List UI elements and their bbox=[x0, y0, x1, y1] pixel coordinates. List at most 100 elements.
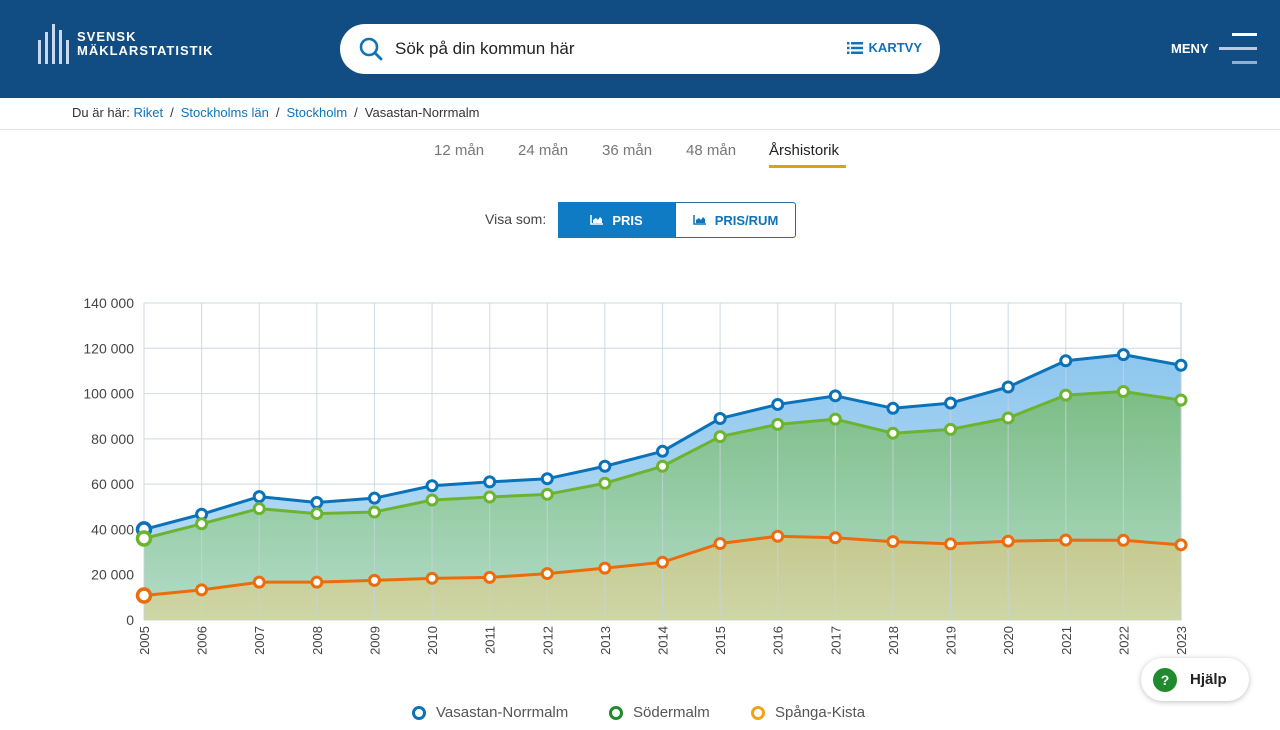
data-point-sp-nga-kista[interactable] bbox=[828, 531, 842, 545]
help-label: Hjälp bbox=[1190, 671, 1227, 688]
breadcrumb-link-kommun[interactable]: Stockholm bbox=[286, 105, 348, 120]
data-point-vasastan-norrmalm[interactable] bbox=[828, 389, 842, 403]
data-point-vasastan-norrmalm[interactable] bbox=[656, 444, 669, 458]
data-point-sp-nga-kista[interactable] bbox=[598, 561, 612, 575]
data-point-s-dermalm[interactable] bbox=[944, 422, 958, 436]
x-tick-label: 2022 bbox=[1116, 626, 1131, 655]
data-point-vasastan-norrmalm[interactable] bbox=[1174, 358, 1188, 372]
x-tick-label: 2007 bbox=[252, 626, 267, 655]
tab-arshistorik[interactable]: Årshistorik bbox=[769, 142, 840, 159]
data-point-s-dermalm[interactable] bbox=[425, 493, 439, 507]
data-point-sp-nga-kista[interactable] bbox=[367, 573, 381, 587]
data-point-vasastan-norrmalm[interactable] bbox=[483, 475, 497, 489]
data-point-vasastan-norrmalm[interactable] bbox=[598, 459, 612, 473]
data-point-vasastan-norrmalm[interactable] bbox=[310, 495, 324, 509]
kartvy-button[interactable]: KARTVY bbox=[846, 40, 922, 55]
site-header: SVENSK MÄKLARSTATISTIK KARTVY MENY bbox=[0, 0, 1280, 98]
x-tick-label: 2011 bbox=[483, 626, 498, 654]
data-point-s-dermalm[interactable] bbox=[1174, 393, 1188, 407]
data-point-s-dermalm[interactable] bbox=[1116, 385, 1130, 399]
x-tick-label: 2016 bbox=[771, 626, 786, 655]
data-point-sp-nga-kista[interactable] bbox=[1059, 533, 1073, 547]
x-tick-label: 2009 bbox=[367, 626, 382, 655]
data-point-sp-nga-kista[interactable] bbox=[771, 529, 785, 543]
menu-label[interactable]: MENY bbox=[1171, 41, 1209, 56]
tab-48-man[interactable]: 48 mån bbox=[686, 142, 737, 159]
data-point-s-dermalm[interactable] bbox=[656, 459, 669, 473]
tab-12-man[interactable]: 12 mån bbox=[434, 142, 485, 159]
data-point-vasastan-norrmalm[interactable] bbox=[540, 472, 554, 486]
y-tick-label: 20 000 bbox=[91, 567, 134, 583]
x-tick-label: 2021 bbox=[1059, 626, 1074, 655]
y-tick-label: 60 000 bbox=[91, 476, 134, 492]
search-bar: KARTVY bbox=[340, 24, 940, 74]
data-point-sp-nga-kista[interactable] bbox=[135, 587, 153, 604]
data-point-vasastan-norrmalm[interactable] bbox=[713, 411, 727, 425]
data-point-s-dermalm[interactable] bbox=[713, 430, 727, 444]
search-icon[interactable] bbox=[358, 36, 384, 67]
data-point-sp-nga-kista[interactable] bbox=[656, 555, 669, 569]
data-point-sp-nga-kista[interactable] bbox=[195, 583, 209, 597]
search-input[interactable] bbox=[395, 36, 825, 62]
hamburger-menu-icon[interactable] bbox=[1219, 33, 1257, 65]
help-button[interactable]: ? Hjälp bbox=[1141, 658, 1249, 701]
breadcrumb-link-lan[interactable]: Stockholms län bbox=[180, 105, 269, 120]
data-point-vasastan-norrmalm[interactable] bbox=[1116, 348, 1130, 362]
kartvy-label: KARTVY bbox=[868, 40, 922, 55]
toggle-pris-rum[interactable]: PRIS/RUM bbox=[675, 202, 796, 238]
data-point-s-dermalm[interactable] bbox=[483, 490, 497, 504]
data-point-vasastan-norrmalm[interactable] bbox=[1001, 380, 1015, 394]
data-point-sp-nga-kista[interactable] bbox=[1174, 538, 1188, 552]
data-point-sp-nga-kista[interactable] bbox=[252, 575, 266, 589]
x-tick-label: 2008 bbox=[310, 626, 325, 655]
toggle-pris-rum-label: PRIS/RUM bbox=[714, 212, 779, 228]
legend-item-sodermalm[interactable]: Södermalm bbox=[609, 704, 710, 721]
toggle-pris[interactable]: PRIS bbox=[558, 202, 675, 238]
data-point-sp-nga-kista[interactable] bbox=[713, 536, 727, 550]
data-point-s-dermalm[interactable] bbox=[1001, 411, 1015, 425]
data-point-s-dermalm[interactable] bbox=[598, 476, 612, 490]
data-point-vasastan-norrmalm[interactable] bbox=[252, 490, 266, 504]
data-point-s-dermalm[interactable] bbox=[252, 502, 266, 516]
tab-24-man[interactable]: 24 mån bbox=[518, 142, 569, 159]
legend-marker-icon bbox=[412, 705, 426, 720]
data-point-vasastan-norrmalm[interactable] bbox=[425, 479, 439, 493]
data-point-s-dermalm[interactable] bbox=[195, 517, 209, 531]
data-point-s-dermalm[interactable] bbox=[135, 530, 153, 547]
breadcrumb-prefix: Du är här: bbox=[72, 105, 130, 120]
data-point-s-dermalm[interactable] bbox=[367, 505, 381, 519]
x-tick-label: 2006 bbox=[195, 626, 210, 655]
data-point-vasastan-norrmalm[interactable] bbox=[944, 396, 958, 410]
data-point-sp-nga-kista[interactable] bbox=[886, 535, 900, 549]
data-point-vasastan-norrmalm[interactable] bbox=[1059, 354, 1073, 368]
data-point-sp-nga-kista[interactable] bbox=[1001, 534, 1015, 548]
y-tick-label: 80 000 bbox=[91, 431, 134, 447]
legend-item-vasastan[interactable]: Vasastan-Norrmalm bbox=[412, 704, 568, 721]
data-point-vasastan-norrmalm[interactable] bbox=[367, 491, 381, 505]
breadcrumb-link-riket[interactable]: Riket bbox=[133, 105, 164, 120]
y-tick-label: 100 000 bbox=[83, 386, 134, 402]
data-point-sp-nga-kista[interactable] bbox=[1116, 533, 1130, 547]
data-point-s-dermalm[interactable] bbox=[886, 426, 900, 440]
data-point-sp-nga-kista[interactable] bbox=[540, 567, 554, 581]
tab-36-man[interactable]: 36 mån bbox=[602, 142, 653, 159]
x-tick-label: 2013 bbox=[598, 626, 613, 655]
help-icon: ? bbox=[1153, 667, 1177, 692]
logo-line2: MÄKLARSTATISTIK bbox=[77, 43, 214, 58]
data-point-s-dermalm[interactable] bbox=[828, 412, 842, 426]
data-point-sp-nga-kista[interactable] bbox=[425, 571, 439, 585]
x-tick-label: 2015 bbox=[713, 626, 728, 655]
data-point-sp-nga-kista[interactable] bbox=[483, 570, 497, 584]
data-point-s-dermalm[interactable] bbox=[1059, 388, 1073, 402]
y-tick-label: 120 000 bbox=[83, 340, 134, 356]
data-point-s-dermalm[interactable] bbox=[310, 507, 324, 521]
data-point-s-dermalm[interactable] bbox=[540, 487, 554, 501]
data-point-sp-nga-kista[interactable] bbox=[310, 575, 324, 589]
logo[interactable]: SVENSK MÄKLARSTATISTIK bbox=[38, 24, 214, 64]
divider bbox=[0, 129, 1280, 130]
data-point-vasastan-norrmalm[interactable] bbox=[771, 397, 785, 411]
data-point-vasastan-norrmalm[interactable] bbox=[886, 401, 900, 415]
data-point-sp-nga-kista[interactable] bbox=[944, 537, 958, 551]
legend-item-spanga-kista[interactable]: Spånga-Kista bbox=[751, 704, 865, 721]
data-point-s-dermalm[interactable] bbox=[771, 417, 785, 431]
